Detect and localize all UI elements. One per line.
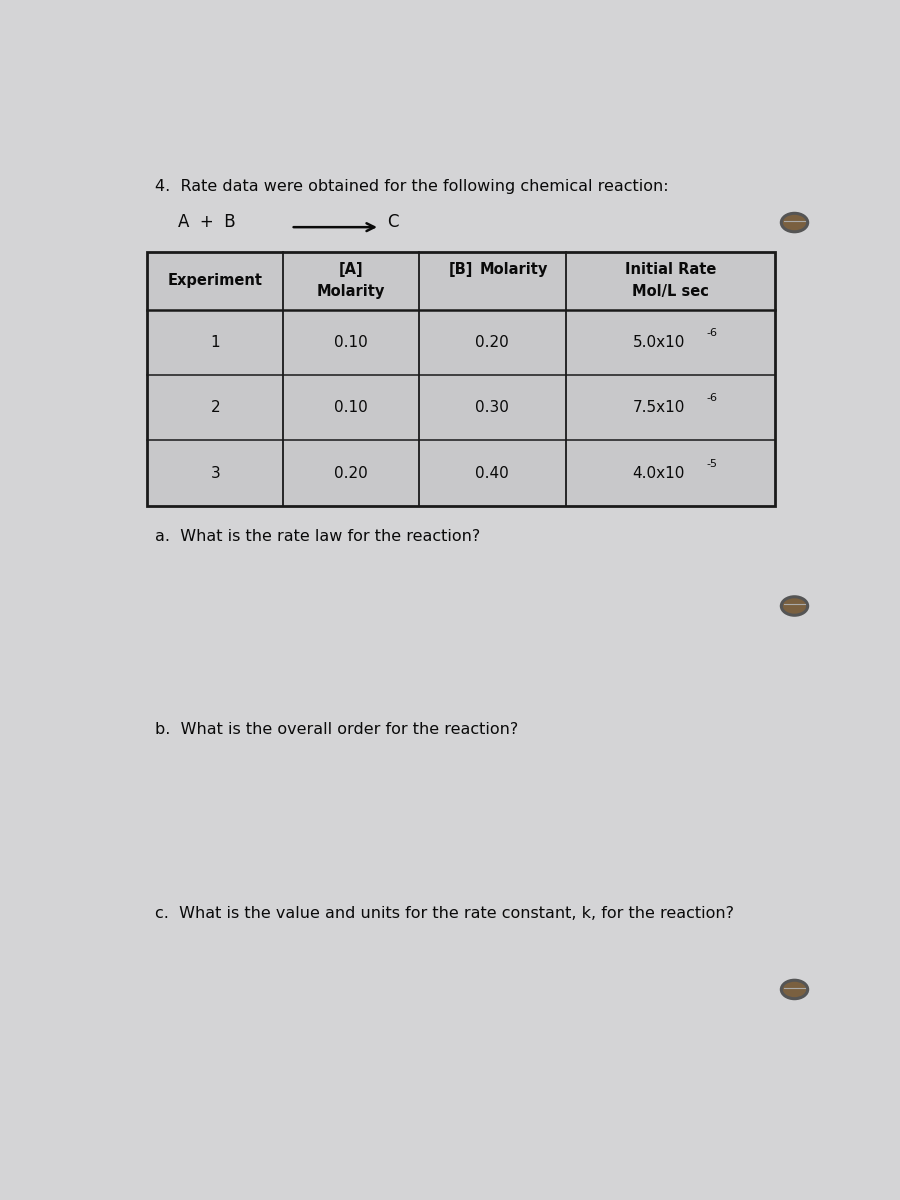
- Text: Molarity: Molarity: [317, 284, 385, 299]
- Text: 4.0x10: 4.0x10: [633, 466, 685, 481]
- Text: 1: 1: [211, 335, 220, 349]
- Text: 5.0x10: 5.0x10: [633, 335, 685, 349]
- Text: c.  What is the value and units for the rate constant, k, for the reaction?: c. What is the value and units for the r…: [155, 906, 734, 922]
- Ellipse shape: [783, 982, 806, 997]
- Text: -5: -5: [706, 458, 717, 469]
- Text: 0.30: 0.30: [475, 401, 509, 415]
- Text: -6: -6: [706, 394, 717, 403]
- Text: Molarity: Molarity: [480, 262, 548, 277]
- Text: C: C: [388, 214, 399, 232]
- Text: a.  What is the rate law for the reaction?: a. What is the rate law for the reaction…: [155, 529, 481, 544]
- Text: 7.5x10: 7.5x10: [633, 401, 685, 415]
- Text: Experiment: Experiment: [167, 274, 263, 288]
- Text: 0.10: 0.10: [334, 401, 368, 415]
- Text: 0.40: 0.40: [475, 466, 509, 481]
- Text: 2: 2: [211, 401, 220, 415]
- Text: 0.20: 0.20: [475, 335, 509, 349]
- Ellipse shape: [779, 979, 809, 1001]
- Bar: [148, 252, 775, 506]
- Text: [B]: [B]: [449, 262, 473, 277]
- Ellipse shape: [783, 215, 806, 230]
- Ellipse shape: [779, 211, 809, 233]
- Text: A  +  B: A + B: [178, 214, 236, 232]
- Text: 3: 3: [211, 466, 220, 481]
- Text: Initial Rate: Initial Rate: [625, 262, 716, 277]
- Ellipse shape: [783, 599, 806, 613]
- Text: 4.  Rate data were obtained for the following chemical reaction:: 4. Rate data were obtained for the follo…: [155, 179, 669, 193]
- Text: 0.10: 0.10: [334, 335, 368, 349]
- Text: [A]: [A]: [338, 262, 363, 277]
- Bar: [148, 252, 775, 506]
- Ellipse shape: [779, 595, 809, 617]
- Text: b.  What is the overall order for the reaction?: b. What is the overall order for the rea…: [155, 721, 518, 737]
- Text: -6: -6: [706, 328, 717, 338]
- Text: Mol/L sec: Mol/L sec: [632, 284, 709, 299]
- Text: 0.20: 0.20: [334, 466, 368, 481]
